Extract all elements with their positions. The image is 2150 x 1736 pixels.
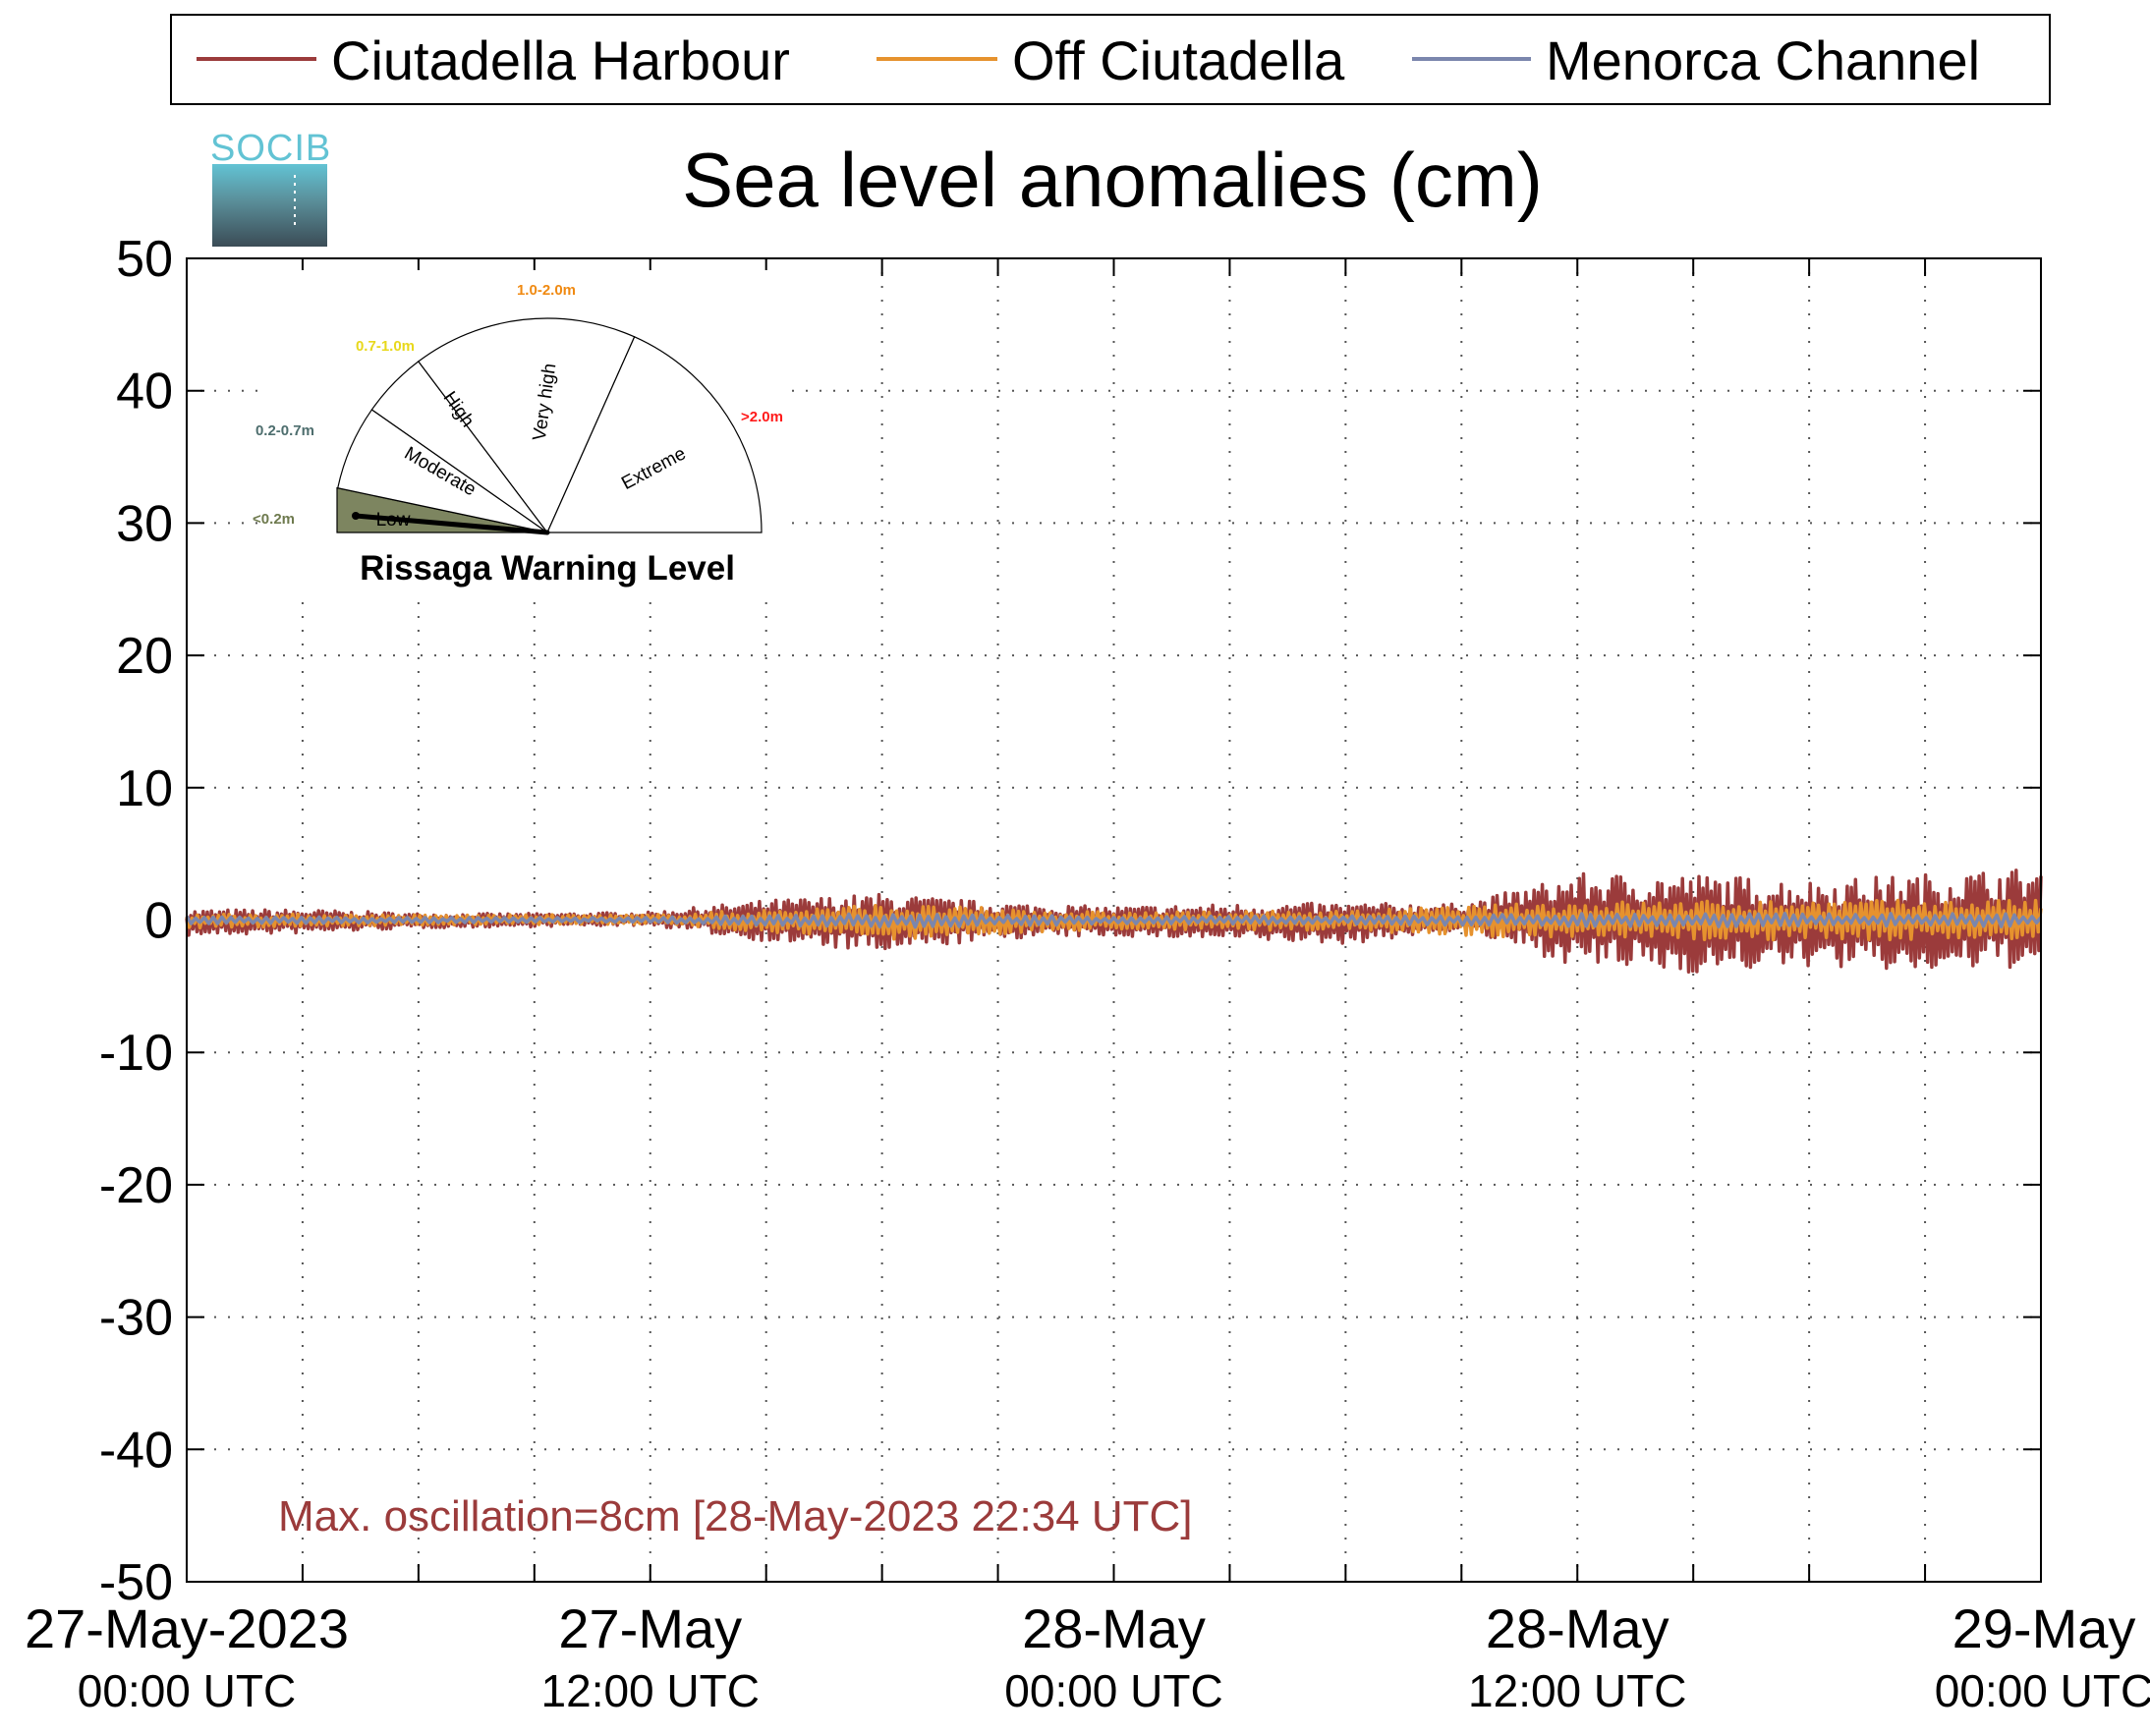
gauge-range-label: <0.2m [253,511,295,528]
legend-label-ciutadella-harbour: Ciutadella Harbour [331,29,790,91]
gauge-needle [353,513,550,535]
y-tick-label: -30 [99,1290,173,1347]
y-tick-label: 20 [116,628,173,685]
plot-frame [186,257,2042,1583]
legend-label-off-ciutadella: Off Ciutadella [1012,29,1345,91]
chart-title: Sea level anomalies (cm) [682,137,1543,223]
y-tick-label: 40 [116,364,173,420]
socib-logo-text: SOCIB [210,128,331,169]
gauge-range-label: >2.0m [741,409,783,425]
y-tick-label: -20 [99,1157,173,1214]
x-tick-label-time: 00:00 UTC [1004,1665,1222,1716]
legend-label-menorca-channel: Menorca Channel [1546,29,1980,91]
gauge-range-label: 0.7-1.0m [356,338,415,355]
y-tick-labels: 50 40 30 20 10 0 -10 -20 -30 -40 -50 [99,231,173,1611]
x-tick-label-date: 28-May [1022,1597,1206,1659]
series-line-off-ciutadella [185,898,2043,942]
gauge-title: Rissaga Warning Level [360,549,735,588]
gauge-sector-extreme [546,336,763,533]
y-tick-label: 0 [144,893,173,950]
y-tick-label: 30 [116,495,173,552]
legend-box [170,14,2051,105]
legend: Ciutadella Harbour Off Ciutadella Menorc… [170,14,2051,105]
x-tick-labels: 27-May-2023 00:00 UTC 27-May 12:00 UTC 28-Ma… [25,1597,2150,1716]
y-tick-label: -50 [99,1554,173,1611]
gauge-sectors [336,317,763,534]
gauge-range-label: 0.2-0.7m [255,422,314,439]
rissaga-warning-gauge: Low<0.2mModerate0.2-0.7mHigh0.7-1.0mVery… [253,270,791,600]
gauge-needle-hub [352,512,360,520]
x-tick-label-date: 27-May-2023 [25,1597,349,1659]
x-tick-label-time: 12:00 UTC [1468,1665,1686,1716]
x-tick-label-date: 29-May [1952,1597,2136,1659]
y-tick-label: 50 [116,231,173,288]
y-tick-label: -10 [99,1025,173,1082]
y-tick-label: -40 [99,1422,173,1479]
x-tick-label-time: 00:00 UTC [78,1665,296,1716]
series-line-menorca-channel [185,912,2043,929]
gauge-sector-very-high [417,317,636,534]
x-tick-label-time: 00:00 UTC [1935,1665,2150,1716]
x-tick-label-date: 28-May [1486,1597,1669,1659]
max-oscillation-annotation: Max. oscillation=8cm [28-May-2023 22:34 … [278,1492,1193,1540]
x-tick-label-date: 27-May [558,1597,742,1659]
series-layer [185,868,2043,974]
gauge-range-label: 1.0-2.0m [517,282,576,299]
x-tick-label-time: 12:00 UTC [541,1665,760,1716]
y-tick-label: 10 [116,760,173,817]
socib-logo-block [212,164,327,247]
socib-logo: SOCIB [210,128,331,247]
